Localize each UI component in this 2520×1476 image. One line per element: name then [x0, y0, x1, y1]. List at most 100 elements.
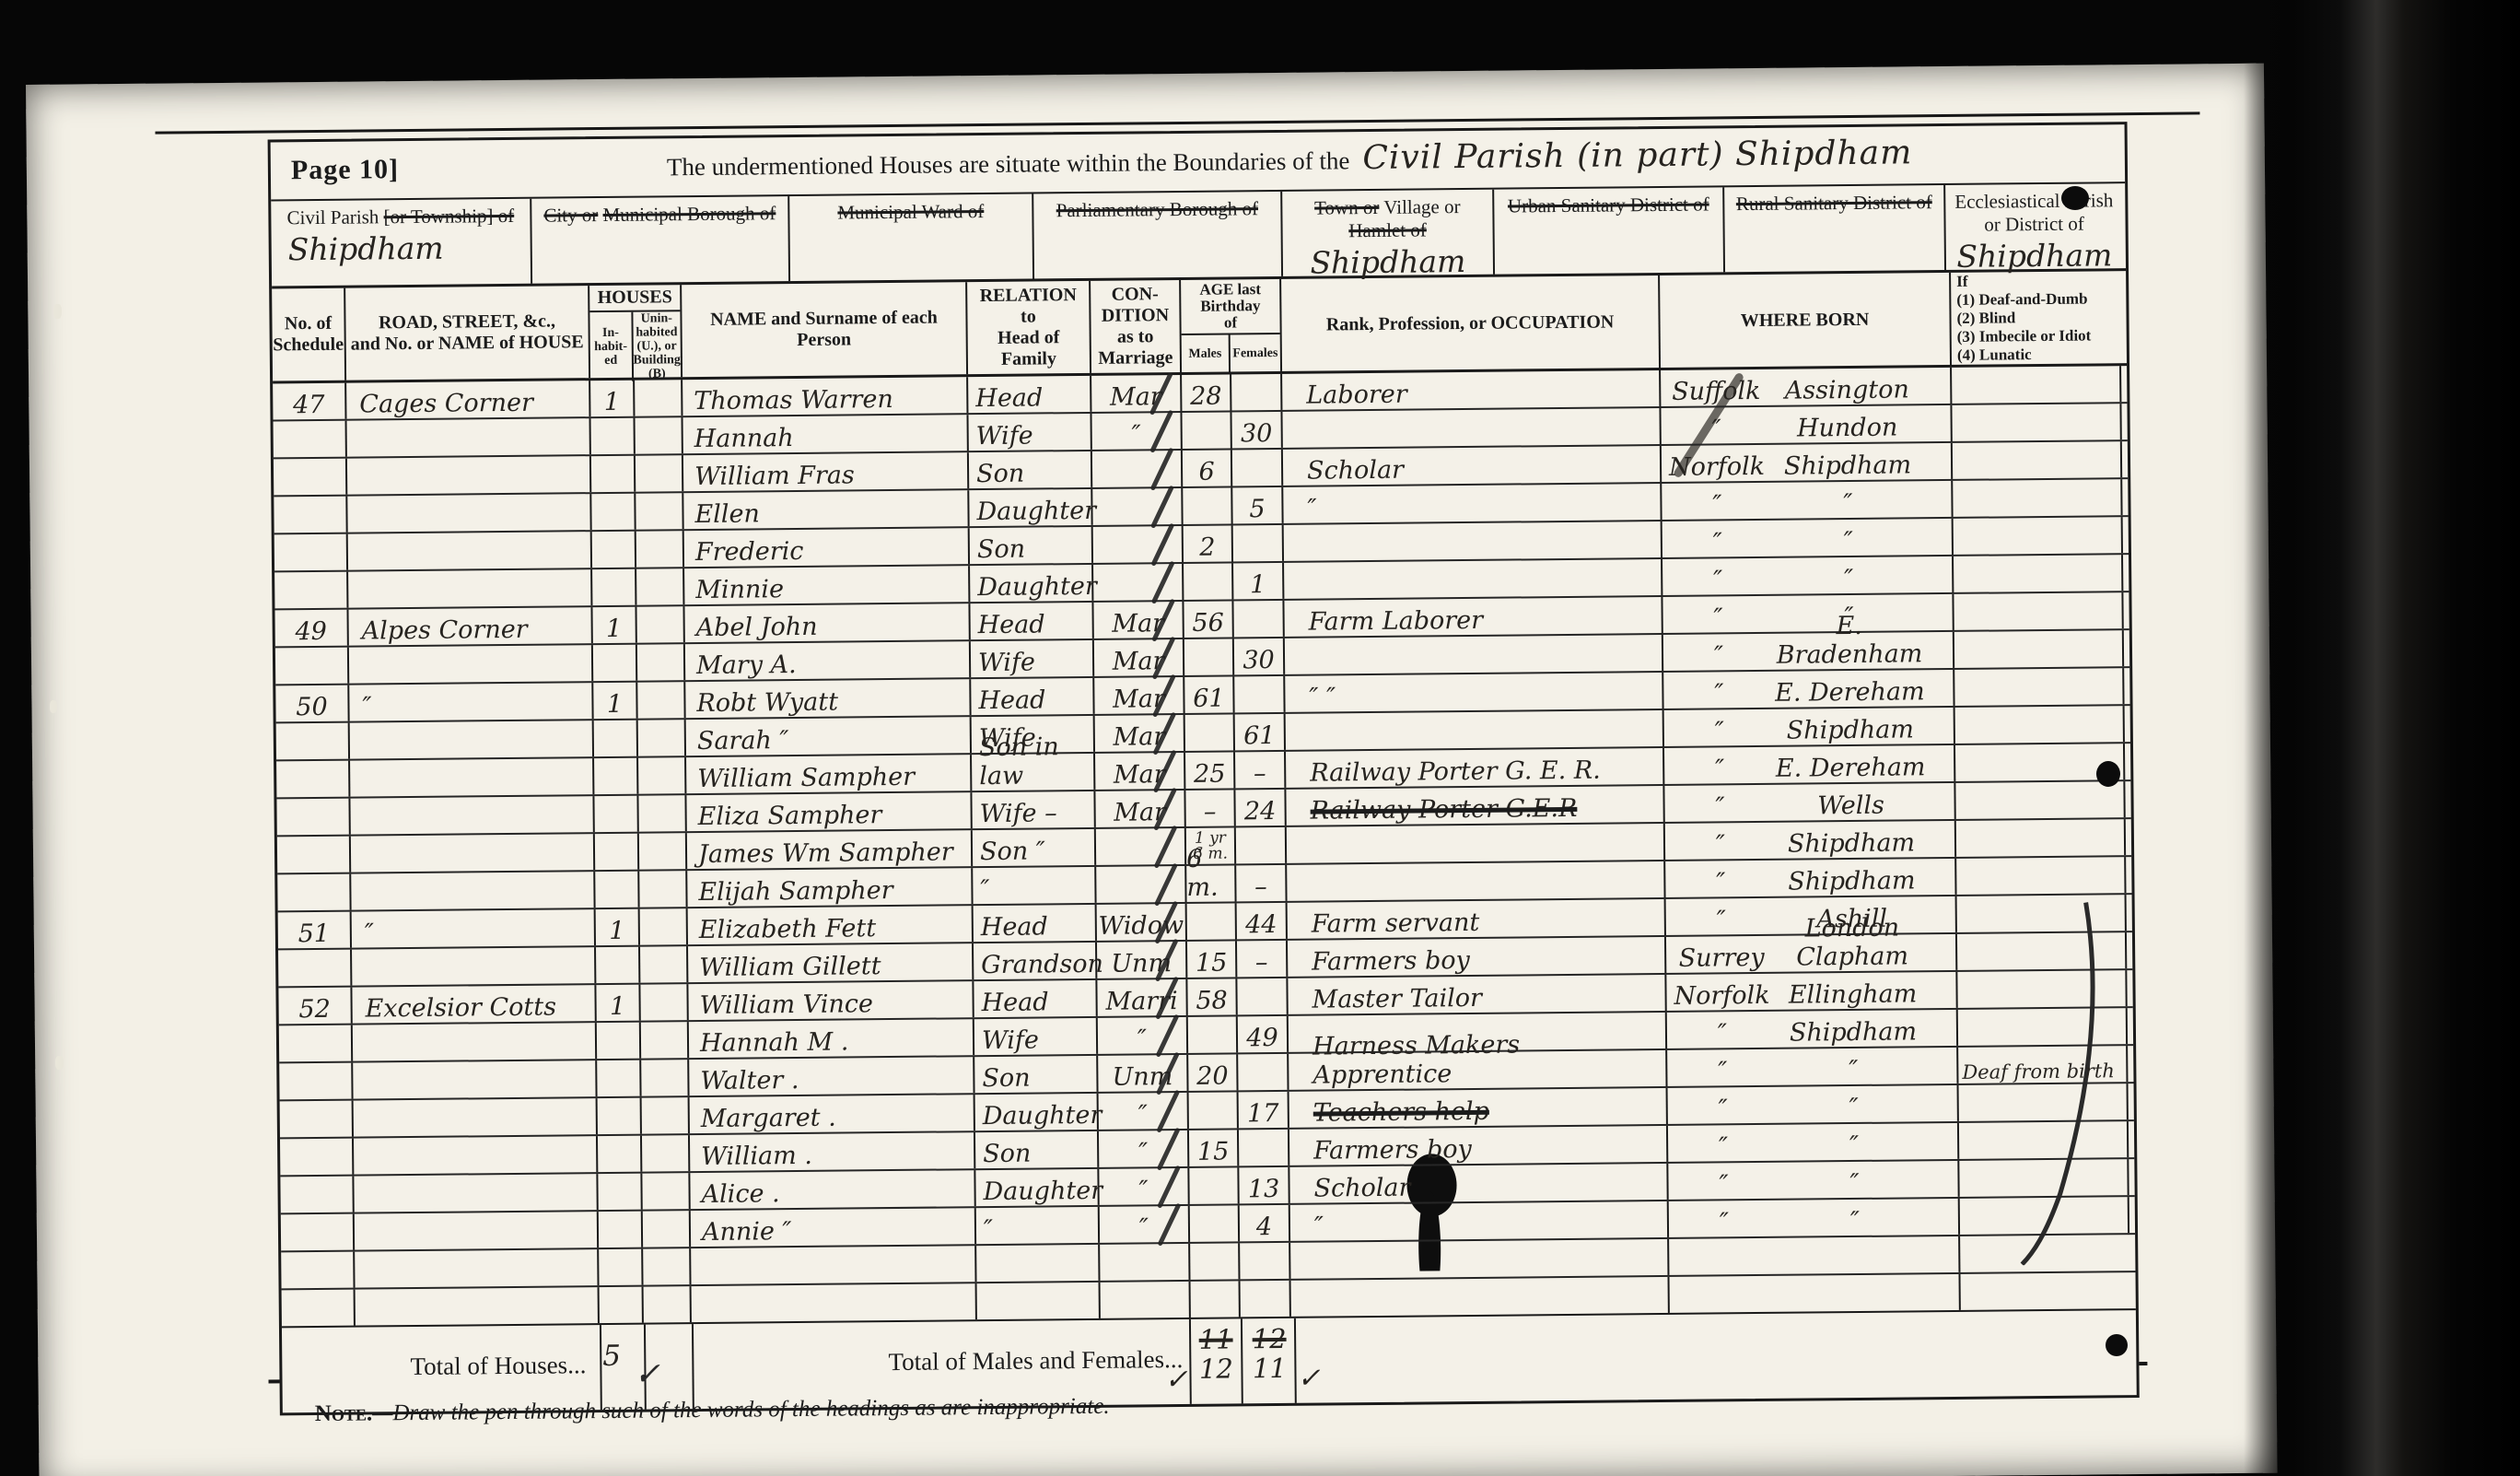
- cell-inf: [1952, 366, 2122, 404]
- col-males: Males: [1181, 334, 1231, 372]
- district-box-3: Parliamentary Borough of: [1033, 191, 1284, 279]
- cell-occ: Teachers help: [1289, 1087, 1668, 1128]
- cell-s: [274, 496, 348, 533]
- cell-born: ″ ″: [1662, 556, 1954, 595]
- cell-occ: [1290, 1276, 1670, 1317]
- cell-occ: [1290, 1238, 1670, 1279]
- cell-r: Cages Corner: [346, 381, 591, 419]
- cell-am: 56: [1184, 601, 1234, 638]
- cell-occ: Laborer: [1282, 369, 1662, 410]
- cell-occ: Master Tailor: [1288, 974, 1667, 1014]
- cell-i: 1: [592, 606, 637, 644]
- cell-s: [280, 1213, 356, 1251]
- cell-rel: Daughter: [974, 1093, 1102, 1131]
- cell-r: [348, 569, 593, 608]
- cell-occ: Farm servant: [1287, 898, 1666, 939]
- col-females: Females: [1232, 346, 1278, 360]
- district-box-4: Town or Village or Hamlet of Shipdham: [1282, 189, 1496, 281]
- cell-born: ″ ″: [1668, 1160, 1960, 1200]
- totals-row: Total of Houses... 5 ✓ Total of Males an…: [281, 1308, 2137, 1413]
- cell-occ: ″: [1289, 1201, 1670, 1241]
- district-value: Shipdham: [287, 229, 444, 268]
- cell-i: [596, 946, 641, 984]
- cell-inf: [1960, 1235, 2129, 1272]
- district-label: Municipal Ward of: [837, 200, 985, 224]
- cell-rel: Wife: [968, 413, 1092, 451]
- cell-u: [635, 417, 683, 454]
- cell-n: Hannah: [682, 415, 969, 454]
- cell-n: Sarah ″: [685, 717, 973, 756]
- cell-am: 15: [1186, 941, 1238, 978]
- cell-rel: Wife –: [972, 791, 1096, 829]
- cell-af: [1232, 524, 1285, 562]
- cell-born: ″ Shipdham: [1666, 1009, 1959, 1048]
- cell-rel: ″: [975, 1206, 1101, 1245]
- cell-r: [355, 1287, 600, 1326]
- cell-inf: [1953, 517, 2123, 555]
- cell-inf: [1953, 479, 2123, 517]
- cell-occ: ″: [1283, 483, 1662, 523]
- cell-am: [1184, 714, 1235, 751]
- cell-i: [595, 871, 640, 908]
- cell-s: 49: [274, 609, 349, 647]
- cell-r: [350, 758, 595, 797]
- cell-n: [691, 1246, 977, 1285]
- cell-i: [594, 757, 639, 795]
- cell-am: [1184, 638, 1235, 675]
- cell-rel: Wife: [970, 639, 1095, 678]
- cell-r: [353, 1060, 598, 1099]
- cell-r: ″: [351, 909, 596, 948]
- cell-af: –: [1236, 864, 1288, 902]
- cell-af: 1: [1233, 562, 1285, 600]
- cell-n: Annie ″: [690, 1208, 977, 1248]
- cell-s: [279, 1138, 355, 1176]
- cell-i: [593, 720, 639, 757]
- cell-af: 24: [1235, 789, 1287, 826]
- cell-af: [1233, 600, 1285, 638]
- cell-inf: [1954, 706, 2125, 744]
- col-condition: CON- DITION as to Marriage: [1091, 279, 1183, 373]
- cell-u: [635, 380, 683, 416]
- col-age-group: AGE last Birthday of Males Females: [1181, 278, 1283, 372]
- cell-af: –: [1235, 751, 1287, 789]
- scan-speck: [55, 1056, 64, 1070]
- cell-n: William .: [689, 1132, 976, 1172]
- cell-u: [638, 795, 687, 832]
- cell-r: [350, 796, 595, 835]
- cell-r: Excelsior Cotts: [352, 985, 597, 1024]
- cell-af: [1237, 978, 1289, 1015]
- cell-r: [353, 1136, 599, 1175]
- cell-r: [353, 1098, 598, 1137]
- cell-occ: Scholar: [1282, 445, 1662, 486]
- cell-u: [636, 493, 684, 530]
- col-relation: RELATION to Head of Family: [967, 280, 1092, 375]
- cell-rel: Head: [973, 904, 1097, 943]
- total-females-final: 11: [1252, 1352, 1288, 1385]
- cell-af: [1238, 1053, 1289, 1091]
- cell-rel: Head: [970, 602, 1094, 640]
- cell-s: [281, 1289, 356, 1327]
- cell-n: Alice .: [690, 1170, 976, 1210]
- cell-i: [599, 1286, 644, 1324]
- ink-blot-dot: [2061, 186, 2089, 210]
- cell-u: [636, 606, 685, 643]
- cell-i: [599, 1248, 644, 1286]
- district-box-2: Municipal Ward of: [789, 193, 1035, 282]
- cell-c: [1100, 1281, 1191, 1318]
- cell-af: 49: [1237, 1015, 1289, 1053]
- cell-inf: [1955, 819, 2127, 857]
- cell-u: [635, 455, 684, 492]
- cell-s: [278, 949, 353, 987]
- cell-af: 61: [1234, 713, 1286, 751]
- cell-born: ″ E. Bradenham: [1662, 612, 1955, 671]
- cell-i: [592, 568, 637, 606]
- cell-n: Mary A.: [684, 641, 972, 681]
- cell-s: [274, 533, 349, 571]
- cell-rel: Son ″: [972, 828, 1097, 867]
- cell-r: [352, 1023, 598, 1061]
- cell-s: [279, 1100, 354, 1138]
- col-age: AGE last Birthday of: [1181, 278, 1280, 335]
- cell-af: 30: [1231, 411, 1283, 449]
- cell-am: [1184, 563, 1234, 600]
- cell-rel: Head: [968, 375, 1092, 414]
